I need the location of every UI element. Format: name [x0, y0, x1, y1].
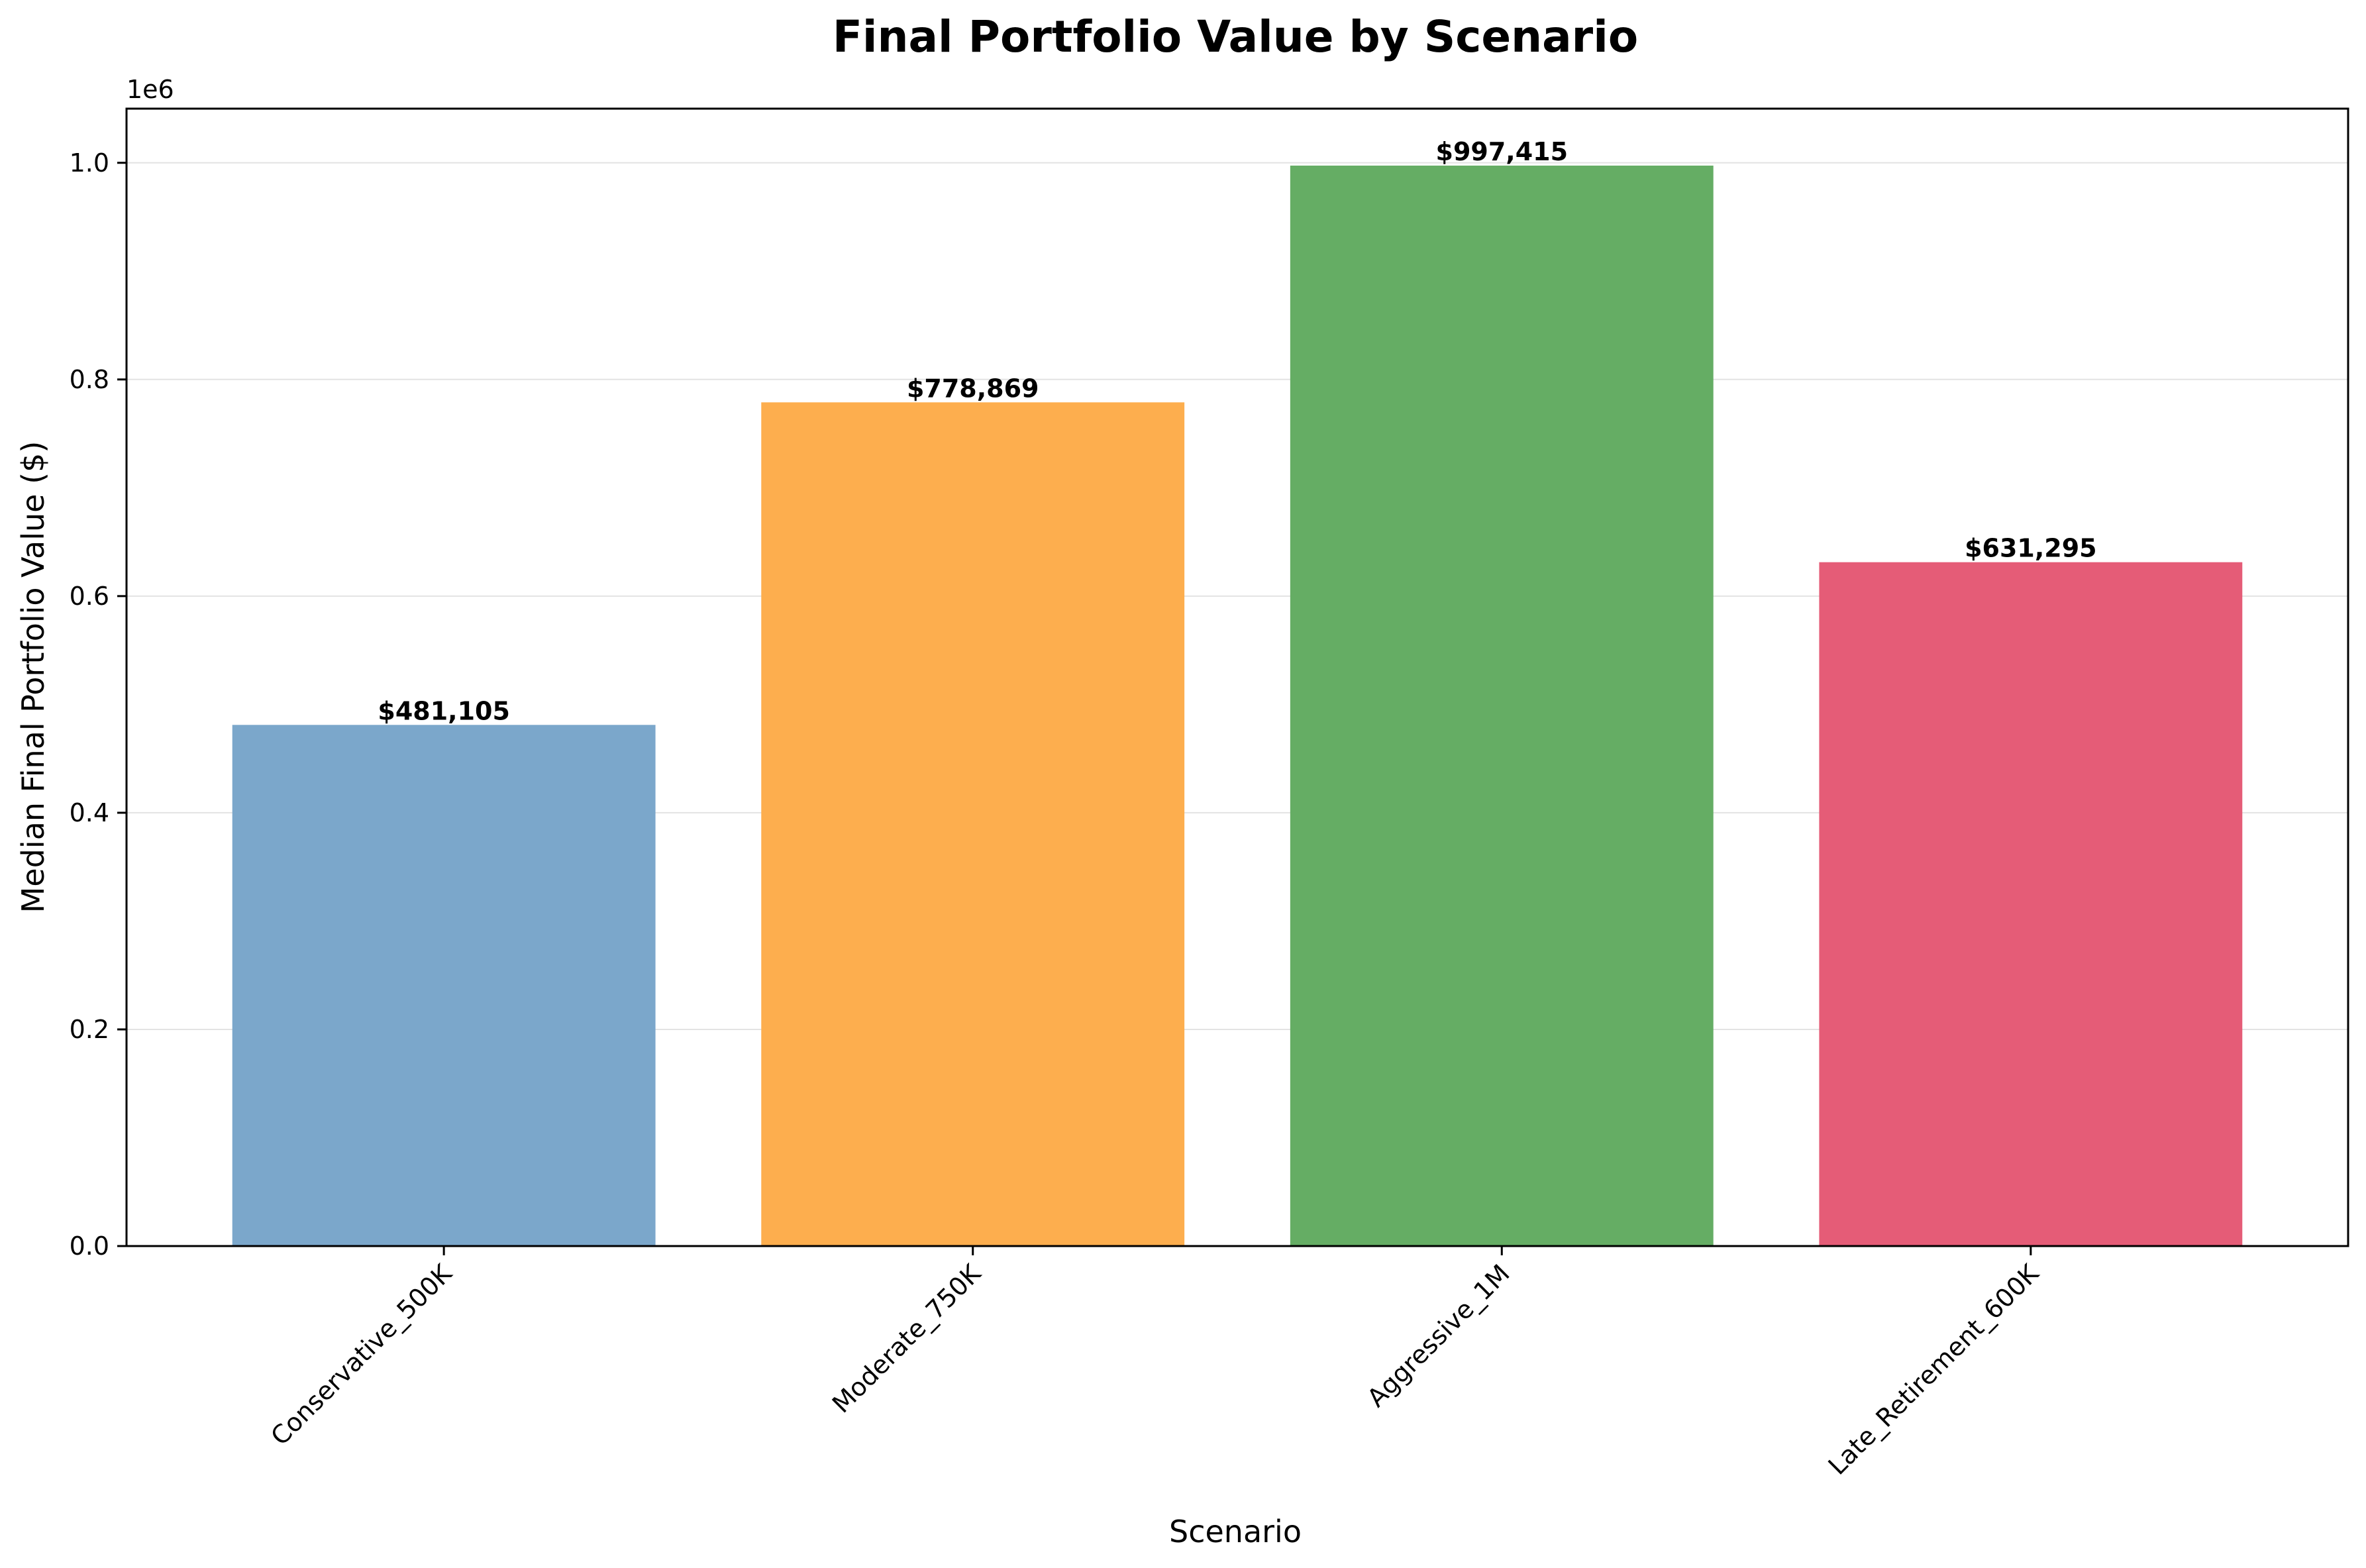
y-tick-label: 0.8	[70, 365, 109, 394]
chart-title: Final Portfolio Value by Scenario	[833, 11, 1638, 62]
x-tick-label: Moderate_750K	[827, 1258, 987, 1418]
bar-value-label: $631,295	[1965, 534, 2097, 563]
x-tick-label: Late_Retirement_600K	[1823, 1258, 2045, 1480]
x-tick-label: Aggressive_1M	[1361, 1259, 1515, 1412]
y-axis-label: Median Final Portfolio Value ($)	[15, 441, 51, 914]
y-tick-label: 0.4	[70, 798, 109, 827]
bar-aggressive-1m	[1290, 165, 1714, 1246]
bars	[232, 165, 2243, 1246]
plot-frame	[125, 107, 2349, 1247]
bar-moderate-750k	[761, 402, 1185, 1246]
bar-value-label: $997,415	[1436, 137, 1569, 166]
bar-value-label: $481,105	[378, 696, 510, 725]
x-axis-label: Scenario	[1169, 1514, 1302, 1549]
x-axis: Conservative_500K Moderate_750K Aggressive…	[265, 1246, 2045, 1481]
y-tick-label: 0.6	[70, 582, 109, 611]
bar-conservative-500k	[232, 725, 656, 1246]
bar-late-retirement-600k	[1819, 562, 2243, 1246]
y-tick-label: 0.2	[70, 1015, 109, 1044]
x-tick-label: Conservative_500K	[265, 1258, 458, 1451]
y-axis: 0.0 0.2 0.4 0.6 0.8 1.0	[70, 148, 127, 1261]
y-axis-offset-label: 1e6	[127, 75, 174, 104]
bar-value-label: $778,869	[907, 374, 1039, 403]
y-tick-label: 0.0	[70, 1231, 109, 1261]
bar-value-labels: $481,105 $778,869 $997,415 $631,295	[378, 137, 2096, 725]
y-tick-label: 1.0	[70, 148, 109, 178]
